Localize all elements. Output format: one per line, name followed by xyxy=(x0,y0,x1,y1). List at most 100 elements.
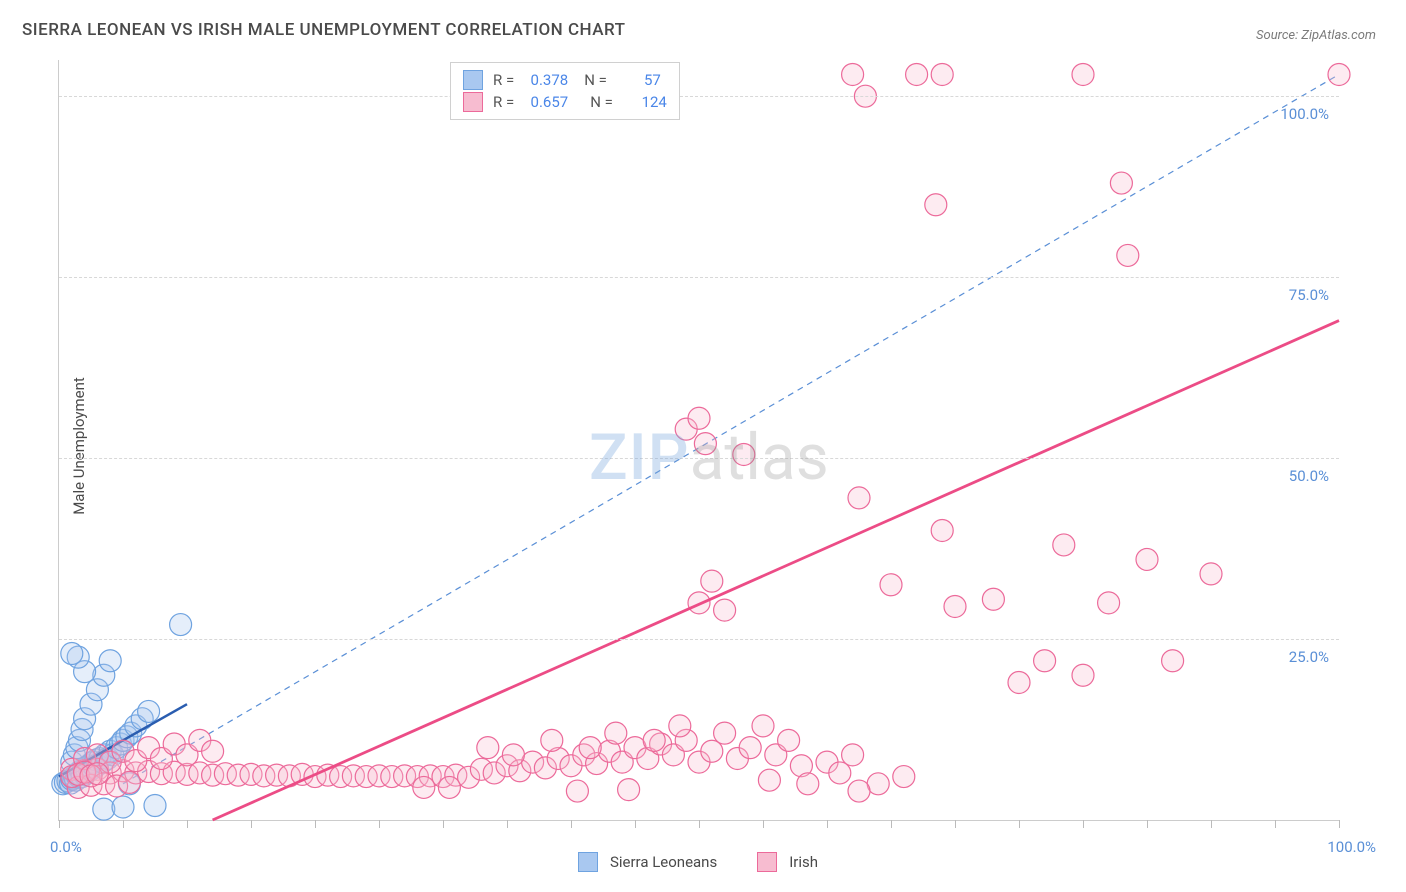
scatter-point xyxy=(1162,650,1184,672)
r-label-sl: R = xyxy=(493,69,514,91)
scatter-point xyxy=(829,762,851,784)
scatter-point xyxy=(1034,650,1056,672)
correlation-legend: R = 0.378 N = 57 R = 0.657 N = 124 xyxy=(450,62,680,120)
scatter-point xyxy=(579,737,601,759)
scatter-point xyxy=(438,776,460,798)
scatter-point xyxy=(566,780,588,802)
scatter-point xyxy=(752,715,774,737)
scatter-point xyxy=(1072,664,1094,686)
scatter-point xyxy=(982,588,1004,610)
x-axis-max-label: 100.0% xyxy=(1327,838,1376,856)
scatter-point xyxy=(842,63,864,85)
legend-label-ir: Irish xyxy=(789,853,818,871)
scatter-point xyxy=(1136,548,1158,570)
scatter-point xyxy=(605,722,627,744)
gridline xyxy=(59,277,1339,278)
x-tick xyxy=(1147,820,1148,828)
swatch-ir xyxy=(463,92,483,112)
scatter-point xyxy=(931,63,953,85)
x-tick xyxy=(955,820,956,828)
y-tick-label: 75.0% xyxy=(1289,286,1329,304)
x-tick xyxy=(699,820,700,828)
x-tick xyxy=(251,820,252,828)
scatter-point xyxy=(893,766,915,788)
scatter-point xyxy=(1328,63,1350,85)
x-tick xyxy=(507,820,508,828)
r-value-sl: 0.378 xyxy=(520,69,568,91)
x-tick xyxy=(1083,820,1084,828)
scatter-point xyxy=(925,194,947,216)
scatter-point xyxy=(906,63,928,85)
scatter-point xyxy=(61,643,83,665)
x-tick xyxy=(827,820,828,828)
r-label-ir: R = xyxy=(493,91,514,113)
scatter-point xyxy=(669,715,691,737)
legend-swatch-ir xyxy=(757,852,777,872)
scatter-point xyxy=(931,519,953,541)
y-tick-label: 25.0% xyxy=(1289,648,1329,666)
x-axis-min-label: 0.0% xyxy=(50,838,82,856)
legend-label-sl: Sierra Leoneans xyxy=(610,853,717,871)
x-tick xyxy=(635,820,636,828)
scatter-point xyxy=(797,773,819,795)
gridline xyxy=(59,639,1339,640)
scatter-point xyxy=(170,614,192,636)
legend-item-sl: Sierra Leoneans xyxy=(578,852,717,872)
n-value-sl: 57 xyxy=(613,69,661,91)
y-tick-label: 100.0% xyxy=(1280,105,1329,123)
x-tick xyxy=(315,820,316,828)
scatter-point xyxy=(86,763,108,785)
x-tick xyxy=(1019,820,1020,828)
scatter-point xyxy=(1110,172,1132,194)
r-value-ir: 0.657 xyxy=(520,91,568,113)
scatter-point xyxy=(541,729,563,751)
scatter-point xyxy=(714,722,736,744)
scatter-point xyxy=(688,407,710,429)
n-label-ir: N = xyxy=(590,91,613,113)
swatch-sl xyxy=(463,70,483,90)
scatter-point xyxy=(1098,592,1120,614)
x-tick xyxy=(187,820,188,828)
x-tick xyxy=(443,820,444,828)
y-tick-label: 50.0% xyxy=(1289,467,1329,485)
scatter-point xyxy=(694,433,716,455)
x-tick xyxy=(123,820,124,828)
scatter-point xyxy=(1008,671,1030,693)
x-tick xyxy=(1339,820,1340,828)
gridline xyxy=(59,458,1339,459)
legend-item-ir: Irish xyxy=(757,852,818,872)
scatter-point xyxy=(944,595,966,617)
scatter-point xyxy=(1072,63,1094,85)
chart-source: Source: ZipAtlas.com xyxy=(1256,28,1376,43)
scatter-point xyxy=(1200,563,1222,585)
scatter-point xyxy=(643,729,665,751)
n-label-sl: N = xyxy=(584,69,607,91)
plot-area: ZIPatlas 25.0%50.0%75.0%100.0% xyxy=(58,60,1339,821)
scatter-point xyxy=(144,795,166,817)
scatter-point xyxy=(138,700,160,722)
scatter-point xyxy=(618,779,640,801)
chart-canvas xyxy=(59,60,1339,820)
n-value-ir: 124 xyxy=(619,91,667,113)
x-tick xyxy=(379,820,380,828)
scatter-point xyxy=(502,744,524,766)
series-legend: Sierra Leoneans Irish xyxy=(58,852,1338,872)
scatter-point xyxy=(118,771,140,793)
legend-swatch-sl xyxy=(578,852,598,872)
scatter-point xyxy=(848,487,870,509)
scatter-point xyxy=(701,570,723,592)
scatter-point xyxy=(714,599,736,621)
scatter-point xyxy=(778,729,800,751)
x-tick xyxy=(891,820,892,828)
correlation-row-ir: R = 0.657 N = 124 xyxy=(463,91,667,113)
scatter-point xyxy=(1053,534,1075,556)
x-tick xyxy=(59,820,60,828)
scatter-point xyxy=(413,776,435,798)
scatter-point xyxy=(733,443,755,465)
correlation-row-sl: R = 0.378 N = 57 xyxy=(463,69,667,91)
scatter-point xyxy=(112,796,134,818)
scatter-point xyxy=(93,798,115,820)
scatter-point xyxy=(1117,244,1139,266)
scatter-point xyxy=(758,769,780,791)
scatter-point xyxy=(848,780,870,802)
